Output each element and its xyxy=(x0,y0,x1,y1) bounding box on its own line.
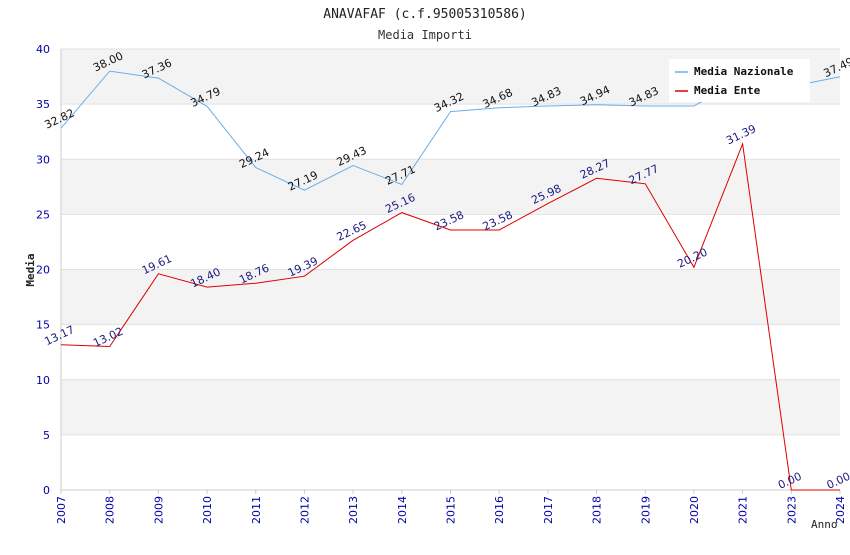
x-ticks: 2007 2008 2009 2010 2011 2012 2013 2014 2015 2016… xyxy=(55,490,847,524)
x-tick-label: 2021 xyxy=(737,496,750,524)
data-label: 31.39 xyxy=(724,122,758,147)
y-tick-label: 10 xyxy=(36,374,50,387)
legend-entry: Media Nazionale xyxy=(694,65,794,78)
grid-band xyxy=(61,269,840,325)
y-tick-label: 15 xyxy=(36,319,50,332)
data-label: 20.20 xyxy=(675,246,709,271)
x-tick-label: 2018 xyxy=(591,496,604,524)
x-tick-label: 2019 xyxy=(639,496,652,524)
y-axis-label: Media xyxy=(24,253,37,286)
y-tick-label: 25 xyxy=(36,208,50,221)
x-tick-label: 2011 xyxy=(250,496,263,524)
chart-subtitle: Media Importi xyxy=(378,28,472,42)
x-tick-label: 2020 xyxy=(688,496,701,524)
x-tick-label: 2008 xyxy=(104,496,117,524)
y-ticks: 0 5 10 15 20 25 30 35 40 xyxy=(36,43,50,497)
data-label: 0.00 xyxy=(776,470,804,492)
legend: Media Nazionale Media Ente xyxy=(669,59,810,102)
chart-title: ANAVAFAF (c.f.95005310586) xyxy=(323,7,527,22)
y-tick-label: 40 xyxy=(36,43,50,56)
grid-bands xyxy=(61,49,840,435)
x-tick-label: 2012 xyxy=(298,496,311,524)
x-tick-label: 2015 xyxy=(445,496,458,524)
y-tick-label: 20 xyxy=(36,264,50,277)
x-tick-label: 2024 xyxy=(834,496,847,524)
x-tick-label: 2014 xyxy=(396,496,409,524)
x-tick-label: 2016 xyxy=(493,496,506,524)
legend-box xyxy=(669,59,810,102)
grid-band xyxy=(61,159,840,215)
y-tick-label: 35 xyxy=(36,98,50,111)
x-tick-label: 2010 xyxy=(201,496,214,524)
x-tick-label: 2009 xyxy=(152,496,165,524)
y-tick-label: 0 xyxy=(43,484,50,497)
data-label: 0.00 xyxy=(825,470,850,492)
x-axis-label: Anno xyxy=(811,518,838,531)
x-tick-label: 2017 xyxy=(542,496,555,524)
x-tick-label: 2007 xyxy=(55,496,68,524)
grid-band xyxy=(61,379,840,435)
legend-entry: Media Ente xyxy=(694,84,761,97)
data-label: 22.65 xyxy=(335,219,369,244)
series-line-media-ente xyxy=(60,141,840,491)
y-tick-label: 5 xyxy=(43,429,50,442)
x-tick-label: 2023 xyxy=(785,496,798,524)
y-tick-label: 30 xyxy=(36,153,50,166)
x-tick-label: 2013 xyxy=(347,496,360,524)
